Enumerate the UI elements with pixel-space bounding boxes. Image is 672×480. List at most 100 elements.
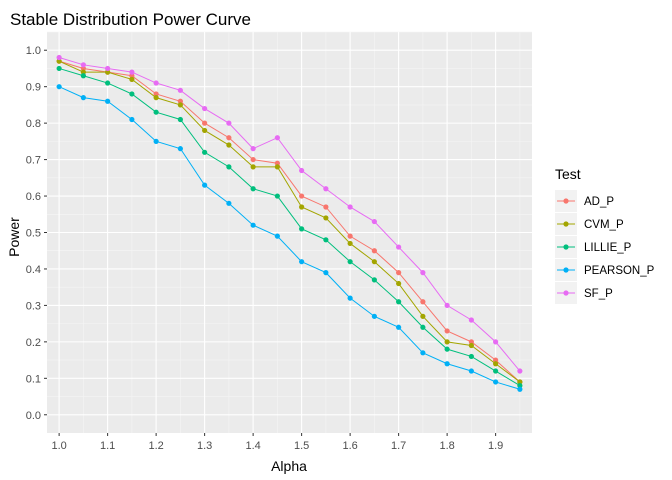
legend-title: Test bbox=[555, 166, 581, 182]
data-point-sf-p bbox=[468, 317, 474, 323]
data-point-cvm-p bbox=[202, 127, 208, 134]
series-line-cvm-p bbox=[58, 60, 521, 383]
data-point-pearson-p bbox=[299, 259, 305, 265]
data-point-cvm-p bbox=[493, 361, 499, 367]
legend-key-point bbox=[563, 221, 569, 227]
y-tick-label: 0.6 bbox=[26, 191, 41, 203]
data-point-cvm-p bbox=[105, 69, 111, 75]
y-axis-title: Power bbox=[6, 217, 22, 257]
x-tick-label: 1.7 bbox=[391, 440, 406, 452]
data-point-sf-p bbox=[56, 54, 62, 61]
legend-item-lillie-p: LILLIE_P bbox=[555, 236, 632, 258]
data-point-pearson-p bbox=[347, 295, 353, 301]
data-point-ad-p bbox=[177, 98, 183, 104]
data-point-sf-p bbox=[444, 302, 450, 309]
data-point-pearson-p bbox=[323, 270, 329, 276]
data-point-sf-p bbox=[202, 105, 208, 112]
data-point-lillie-p bbox=[371, 277, 377, 283]
y-tick-label: 0.0 bbox=[26, 410, 41, 422]
legend-label: CVM_P bbox=[584, 219, 624, 231]
data-point-sf-p bbox=[129, 69, 135, 75]
y-tick-label: 0.4 bbox=[26, 264, 41, 276]
data-point-lillie-p bbox=[80, 73, 86, 79]
series-line-sf-p bbox=[58, 57, 521, 372]
data-point-cvm-p bbox=[226, 142, 232, 148]
data-point-pearson-p bbox=[274, 233, 280, 239]
y-axis-ticks: 0.0 0.1 0.2 0.3 0.4 0.5 0.6 0.7 0.8 0.9 1.0 bbox=[26, 45, 47, 422]
data-point-ad-p bbox=[493, 357, 499, 363]
data-point-lillie-p bbox=[517, 383, 523, 389]
data-point-lillie-p bbox=[323, 237, 329, 243]
data-point-lillie-p bbox=[468, 353, 474, 360]
data-point-cvm-p bbox=[274, 164, 280, 170]
data-point-ad-p bbox=[468, 339, 474, 345]
legend-item-ad-p: AD_P bbox=[555, 190, 614, 212]
series-line-pearson-p bbox=[58, 86, 521, 390]
data-point-cvm-p bbox=[468, 342, 474, 349]
data-point-cvm-p bbox=[80, 69, 86, 75]
y-tick-label: 0.3 bbox=[26, 300, 41, 312]
data-point-lillie-p bbox=[250, 186, 256, 192]
data-point-ad-p bbox=[371, 248, 377, 254]
data-point-ad-p bbox=[80, 65, 86, 72]
data-point-cvm-p bbox=[129, 76, 135, 82]
legend-label: AD_P bbox=[584, 196, 614, 208]
data-point-ad-p bbox=[323, 204, 329, 210]
data-point-pearson-p bbox=[420, 350, 426, 356]
data-point-ad-p bbox=[129, 73, 135, 79]
data-point-sf-p bbox=[299, 167, 305, 174]
data-point-cvm-p bbox=[323, 215, 329, 221]
chart-title: Stable Distribution Power Curve bbox=[10, 10, 251, 29]
data-point-pearson-p bbox=[56, 84, 62, 90]
data-point-cvm-p bbox=[396, 280, 402, 287]
y-tick-label: 1.0 bbox=[26, 45, 41, 57]
data-point-cvm-p bbox=[56, 58, 62, 64]
x-tick-label: 1.1 bbox=[100, 440, 115, 452]
data-point-lillie-p bbox=[202, 149, 208, 155]
x-tick-label: 1.4 bbox=[245, 440, 260, 452]
y-tick-label: 0.9 bbox=[26, 82, 41, 94]
data-point-ad-p bbox=[420, 299, 426, 305]
series-line-ad-p bbox=[58, 60, 521, 383]
data-point-sf-p bbox=[371, 218, 377, 225]
data-point-cvm-p bbox=[250, 164, 256, 170]
data-point-pearson-p bbox=[250, 222, 256, 228]
data-point-sf-p bbox=[80, 62, 86, 68]
data-point-pearson-p bbox=[226, 200, 232, 206]
series-line-lillie-p bbox=[58, 67, 521, 387]
data-point-sf-p bbox=[323, 186, 329, 192]
x-tick-label: 1.0 bbox=[51, 440, 66, 452]
y-tick-label: 0.7 bbox=[26, 155, 41, 167]
data-point-lillie-p bbox=[299, 226, 305, 232]
legend-label: LILLIE_P bbox=[584, 242, 632, 254]
data-point-ad-p bbox=[274, 160, 280, 166]
y-tick-label: 0.1 bbox=[26, 373, 41, 385]
legend-key-point bbox=[563, 267, 569, 273]
x-tick-label: 1.6 bbox=[342, 440, 357, 452]
data-point-pearson-p bbox=[468, 368, 474, 374]
data-point-sf-p bbox=[517, 368, 523, 374]
legend-key-point bbox=[563, 198, 569, 204]
x-axis-title: Alpha bbox=[271, 458, 307, 474]
data-point-cvm-p bbox=[517, 379, 523, 385]
data-point-lillie-p bbox=[444, 346, 450, 352]
data-point-sf-p bbox=[250, 146, 256, 152]
data-point-pearson-p bbox=[202, 182, 208, 188]
data-point-lillie-p bbox=[56, 65, 62, 72]
x-tick-label: 1.5 bbox=[294, 440, 309, 452]
data-point-sf-p bbox=[347, 204, 353, 210]
legend-key-point bbox=[563, 290, 569, 296]
x-tick-label: 1.8 bbox=[439, 440, 454, 452]
data-point-lillie-p bbox=[153, 109, 159, 115]
data-point-cvm-p bbox=[444, 339, 450, 345]
data-point-sf-p bbox=[274, 135, 280, 141]
data-point-pearson-p bbox=[177, 146, 183, 152]
data-point-lillie-p bbox=[396, 299, 402, 305]
data-point-ad-p bbox=[299, 193, 305, 199]
data-point-pearson-p bbox=[517, 386, 523, 392]
x-tick-label: 1.3 bbox=[197, 440, 212, 452]
data-point-lillie-p bbox=[274, 193, 280, 199]
x-tick-label: 1.9 bbox=[488, 440, 503, 452]
